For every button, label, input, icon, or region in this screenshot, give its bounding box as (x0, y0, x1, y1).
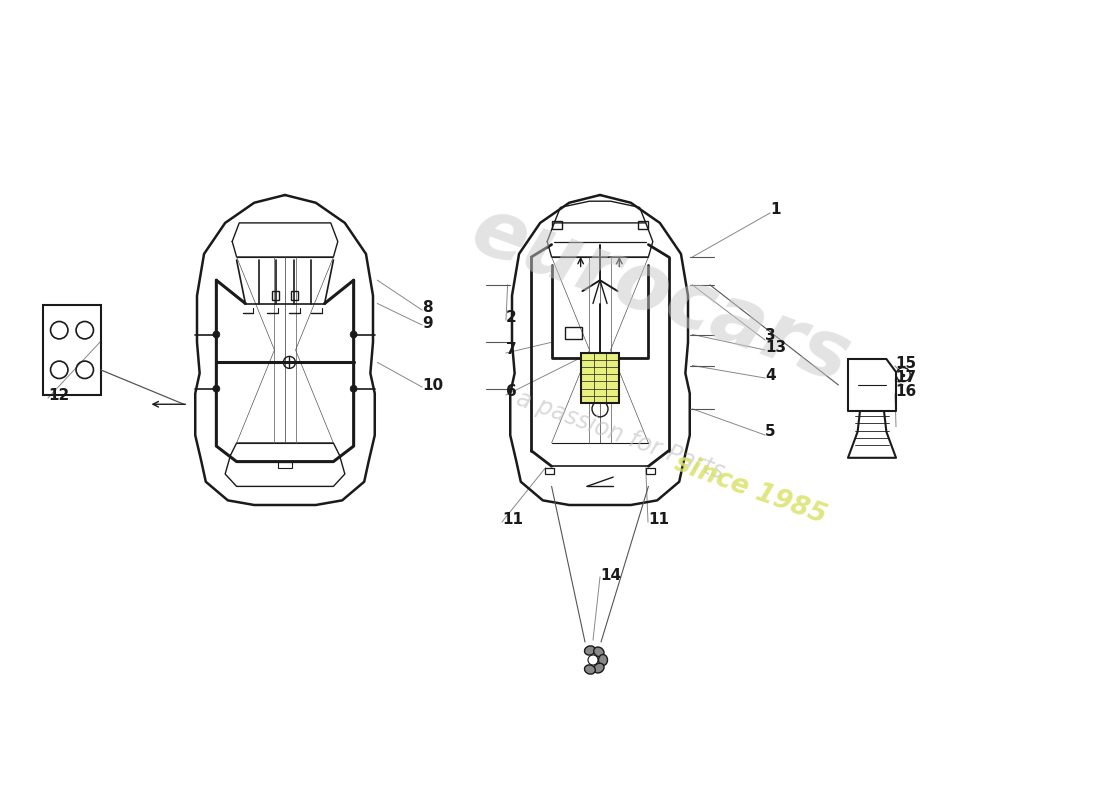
Text: 6: 6 (506, 385, 517, 399)
Text: 16: 16 (895, 385, 916, 399)
Bar (646, 468, 654, 474)
Text: 17: 17 (895, 370, 916, 386)
Circle shape (588, 655, 598, 665)
Bar (564, 326, 582, 339)
Bar (581, 353, 619, 402)
Text: 13: 13 (764, 341, 786, 355)
Ellipse shape (594, 663, 604, 673)
Text: 9: 9 (422, 315, 432, 330)
Text: 1: 1 (770, 202, 781, 218)
Ellipse shape (584, 665, 595, 674)
Bar (43, 305, 101, 395)
Text: 8: 8 (422, 301, 432, 315)
Circle shape (350, 386, 358, 392)
Text: since 1985: since 1985 (671, 450, 829, 530)
Bar (292, 291, 298, 301)
Ellipse shape (594, 647, 604, 657)
Text: 4: 4 (764, 367, 776, 382)
Text: 11: 11 (648, 513, 669, 527)
Text: 2: 2 (506, 310, 517, 326)
Text: 10: 10 (422, 378, 443, 393)
Bar (272, 291, 278, 301)
Text: a passion for Parts: a passion for Parts (513, 386, 727, 484)
Circle shape (213, 386, 220, 392)
Text: 14: 14 (600, 567, 621, 582)
Text: 11: 11 (502, 513, 522, 527)
Bar (638, 222, 648, 229)
Text: 5: 5 (764, 425, 776, 439)
Text: 7: 7 (506, 342, 517, 358)
Text: 3: 3 (764, 329, 776, 343)
Circle shape (213, 331, 220, 338)
Text: eurocars: eurocars (460, 190, 860, 399)
Ellipse shape (584, 646, 595, 655)
Text: 12: 12 (48, 389, 69, 403)
Bar (546, 468, 554, 474)
Bar (551, 222, 562, 229)
Ellipse shape (598, 654, 607, 666)
Bar (278, 462, 292, 468)
Text: 15: 15 (895, 357, 916, 371)
Circle shape (350, 331, 358, 338)
